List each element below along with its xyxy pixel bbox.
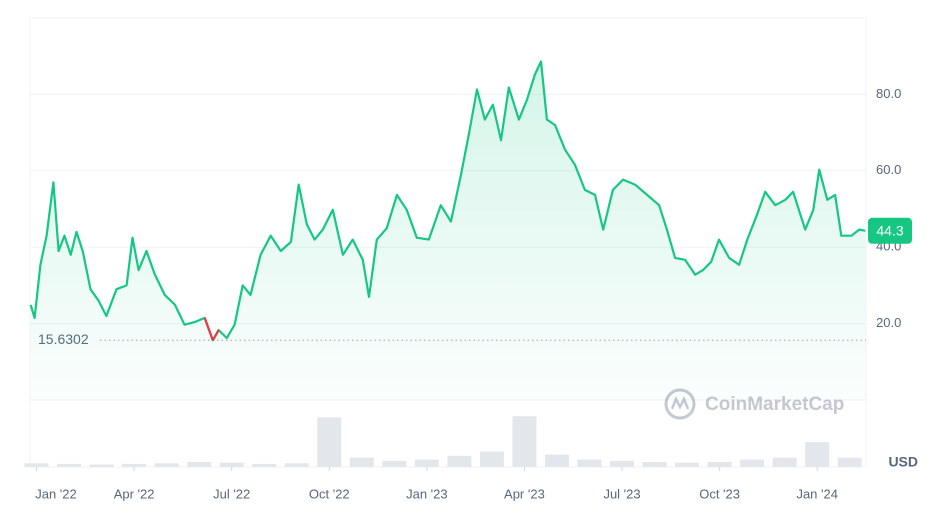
volume-bar — [577, 459, 602, 467]
price-area — [30, 61, 866, 400]
volume-bar — [544, 454, 569, 467]
volume-bar — [512, 416, 537, 467]
volume-bar — [284, 463, 309, 467]
volume-bar — [252, 463, 277, 467]
watermark-logo-mark — [670, 395, 690, 410]
x-tick-label: Apr '23 — [504, 486, 545, 501]
x-tick-label: Oct '22 — [309, 486, 350, 501]
volume-bar — [642, 462, 667, 467]
volume-bar — [675, 462, 700, 467]
y-tick-label: 60.0 — [876, 162, 901, 177]
price-line — [29, 60, 866, 342]
volume-bar — [447, 455, 472, 467]
volume-bar — [154, 463, 179, 467]
x-tick-label: Jul '22 — [213, 486, 250, 501]
volume-bar — [317, 417, 342, 467]
volume-bar — [805, 442, 830, 467]
y-tick-label: 20.0 — [876, 315, 901, 330]
volume-bar — [219, 462, 244, 467]
volume-bar — [837, 457, 862, 467]
volume-bar — [57, 463, 82, 467]
x-tick-label: Jan '22 — [35, 486, 77, 501]
price-line-low — [203, 317, 214, 341]
volume-bar — [414, 459, 439, 467]
volume-bar — [740, 459, 765, 467]
volume-bar — [610, 460, 635, 467]
x-tick-label: Jul '23 — [603, 486, 640, 501]
current-price-label: 44.3 — [876, 222, 903, 238]
price-line-low — [211, 329, 220, 341]
currency-label: USD — [888, 454, 918, 470]
volume-bar — [382, 460, 407, 467]
x-tick-label: Jan '24 — [796, 486, 838, 501]
volume-bar — [772, 457, 797, 467]
y-tick-label: 80.0 — [876, 86, 901, 101]
x-tick-label: Jan '23 — [406, 486, 448, 501]
volume-bar — [479, 451, 504, 467]
x-tick-label: Apr '22 — [114, 486, 155, 501]
volume-bar — [89, 464, 114, 467]
current-price-badge — [868, 217, 912, 244]
volume-bar — [24, 463, 49, 467]
x-tick-label: Oct '23 — [699, 486, 740, 501]
volume-bar — [707, 462, 732, 467]
volume-bar — [349, 457, 374, 467]
volume-bar — [187, 462, 212, 467]
volume-bar — [122, 463, 147, 467]
